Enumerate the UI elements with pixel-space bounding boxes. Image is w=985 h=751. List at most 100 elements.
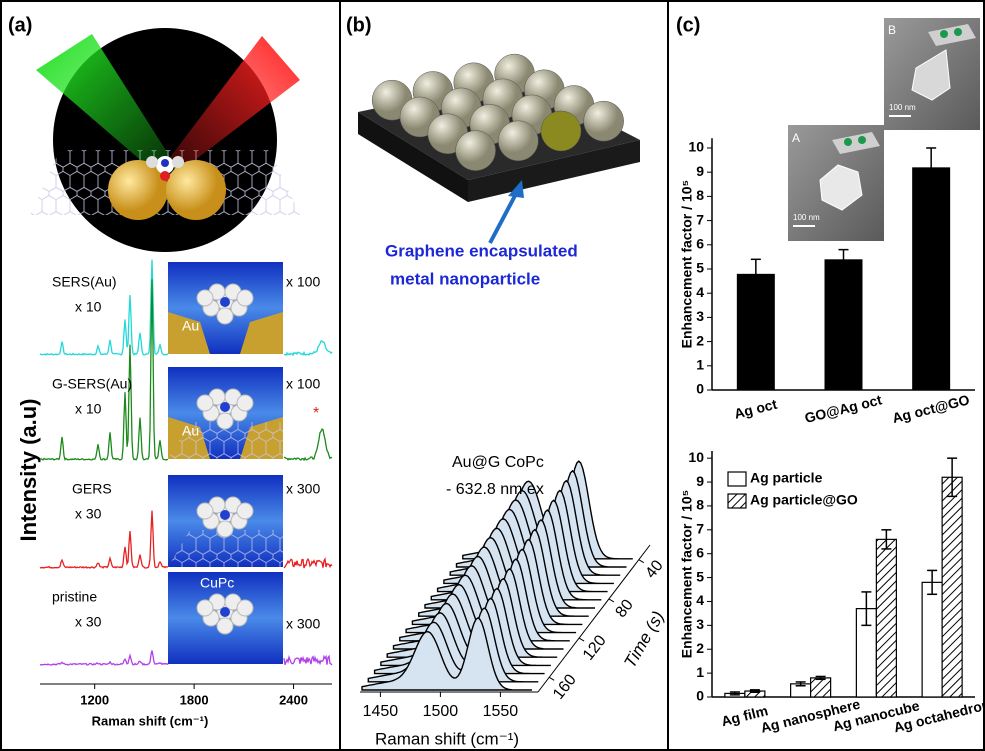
caption: Graphene encapsulated: [385, 241, 578, 260]
y-tick-label: 3: [696, 616, 704, 632]
legend-label: Ag particle: [750, 470, 823, 486]
x-tick-label: 1500: [423, 703, 459, 720]
y-tick-label: 10: [688, 449, 704, 465]
spectrum: [39, 259, 333, 357]
marker-star: *: [313, 405, 319, 422]
y-tick-label: 4: [696, 284, 704, 300]
scale-bar-label: 100 nm: [889, 103, 916, 112]
legend-label: Ag particle@GO: [750, 492, 858, 508]
x-tick-label: Ag oct: [732, 396, 778, 422]
molecule-core: [220, 510, 230, 520]
tick-mark: [578, 637, 585, 642]
y-tick-label: 9: [696, 163, 704, 179]
insets-a: [168, 262, 283, 664]
time-tick-label: 40: [642, 557, 666, 582]
y-tick-label: 7: [696, 211, 704, 227]
y-tick-label: 10: [688, 139, 704, 155]
inset-label: Au: [182, 318, 199, 334]
y-tick-label: 1: [696, 357, 704, 373]
schematic-a: [30, 28, 300, 252]
scale-label: x 30: [75, 614, 102, 630]
bar: [810, 677, 832, 698]
scale-bar-label: 100 nm: [793, 213, 820, 222]
bar: [941, 476, 963, 698]
y-tick-label: 3: [696, 308, 704, 324]
x-axis-label: Raman shift (cm⁻¹): [375, 729, 519, 748]
nanoparticle: [540, 110, 582, 152]
spectrum-label: GERS: [72, 481, 112, 497]
inset-label: CuPc: [200, 575, 234, 591]
molecule-atom: [196, 502, 214, 520]
y-tick-label: 6: [696, 235, 704, 251]
molecule-core: [220, 607, 230, 617]
caption: metal nanoparticle: [390, 269, 540, 288]
bar: [875, 538, 897, 698]
molecule-atom: [216, 520, 234, 538]
arrow-head: [508, 180, 524, 198]
x-tick-label: 2400: [279, 692, 308, 707]
x-tick-label: 1550: [483, 703, 519, 720]
molecule-atom: [236, 289, 254, 307]
tick-mark: [608, 598, 615, 603]
spectrum-label: pristine: [52, 589, 97, 605]
y-tick-label: 1: [696, 664, 704, 680]
y-tick-label: 6: [696, 544, 704, 560]
molecule-atom: [216, 412, 234, 430]
molecule-atom: [196, 599, 214, 617]
time-axis: [537, 544, 651, 693]
y-tick-label: 4: [696, 592, 704, 608]
time-tick-label: 80: [613, 596, 637, 621]
nanoparticle: [583, 100, 624, 142]
molecule-core: [220, 402, 230, 412]
y-axis-label: Enhancement factor / 10⁵: [679, 490, 695, 658]
y-tick-label: 5: [696, 568, 704, 584]
y-axis-label: Enhancement factor / 10⁵: [679, 180, 695, 348]
panel-label: (c): [676, 14, 700, 36]
legend-swatch: [727, 493, 747, 509]
nanoparticle: [498, 120, 539, 162]
y-tick-label: 5: [696, 260, 704, 276]
legend-swatch: [727, 471, 747, 487]
scale-label: x 100: [286, 274, 320, 290]
arrow: [488, 189, 520, 244]
time-tick-label: 120: [580, 632, 610, 664]
tick-mark: [548, 676, 555, 681]
molecule-atom: [236, 502, 254, 520]
spectrum: [39, 650, 333, 666]
molecule-atom: [216, 617, 234, 635]
x-tick-label: 1450: [363, 703, 399, 720]
spectrum: [380, 587, 551, 667]
tick-mark: [638, 559, 645, 564]
inset-label: Au: [182, 423, 199, 439]
inset-label: A: [792, 131, 800, 145]
graphene: [168, 530, 283, 567]
scale-label: x 10: [75, 299, 102, 315]
panel-label: (b): [346, 14, 372, 36]
y-tick-label: 8: [696, 187, 704, 203]
scale-label: x 30: [75, 506, 102, 522]
time-tick-label: 160: [550, 671, 580, 703]
x-tick-label: 1200: [80, 692, 109, 707]
electrode: [240, 312, 283, 354]
electrode: [168, 312, 210, 354]
spectrum-label: G-SERS(Au): [52, 376, 132, 392]
panel-label: (a): [8, 14, 32, 36]
molecule-atom: [236, 394, 254, 412]
molecule-atom: [196, 394, 214, 412]
scale-label: x 10: [75, 401, 102, 417]
legend-text: Au@G CoPc: [452, 454, 544, 471]
x-tick-label: GO@Ag oct: [803, 391, 884, 426]
bar: [824, 259, 863, 390]
scale-label: x 300: [286, 481, 320, 497]
y-tick-label: 8: [696, 497, 704, 513]
spectrum-label: SERS(Au): [52, 274, 117, 290]
sem-insets: [788, 18, 980, 241]
bar: [921, 581, 943, 698]
scale-label: x 100: [286, 376, 320, 392]
spectrum: [39, 510, 333, 569]
nanoparticle: [455, 130, 496, 171]
molecule-core: [220, 297, 230, 307]
y-tick-label: 2: [696, 332, 704, 348]
y-tick-label: 0: [696, 381, 704, 397]
